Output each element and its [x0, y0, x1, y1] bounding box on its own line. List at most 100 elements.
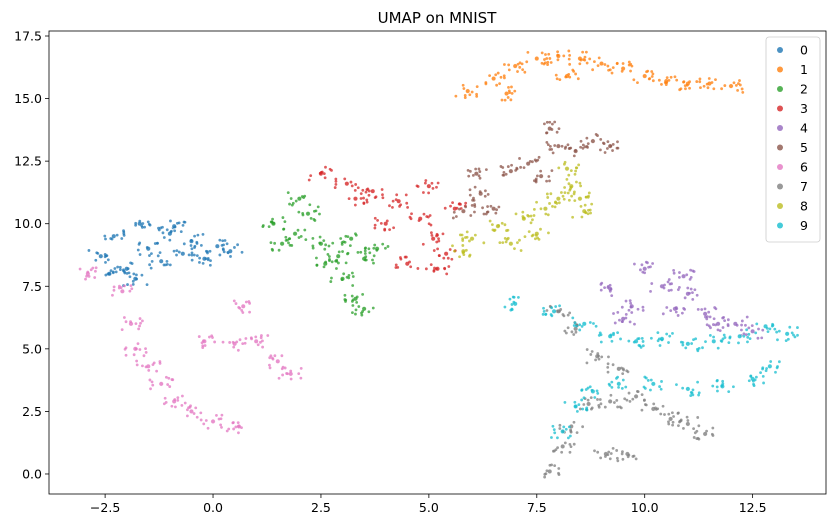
series-1-point	[651, 72, 655, 76]
series-0-point	[106, 272, 110, 276]
series-9-point	[657, 337, 661, 341]
series-5-point	[468, 188, 472, 192]
series-3-point	[388, 228, 392, 232]
series-8-point	[534, 233, 538, 237]
series-1-point	[556, 50, 560, 54]
series-1-point	[506, 96, 510, 99]
series-4-point	[745, 315, 749, 319]
series-8-point	[464, 236, 467, 239]
series-9-point	[766, 330, 770, 333]
series-2-point	[368, 251, 372, 255]
series-9-point	[716, 346, 720, 350]
series-0-point	[104, 273, 108, 277]
series-9-point	[560, 429, 566, 434]
series-1-point	[475, 92, 478, 96]
series-9-point	[692, 338, 695, 342]
series-1-point	[500, 98, 504, 102]
series-1-point	[632, 78, 636, 82]
series-6-point	[261, 345, 264, 349]
series-6-point	[220, 413, 224, 417]
series-1-point	[664, 83, 668, 86]
series-9-point	[711, 338, 717, 344]
series-6-point	[289, 369, 293, 373]
series-3-point	[361, 188, 365, 192]
series-4-point	[647, 265, 650, 269]
series-6-point	[138, 324, 141, 328]
series-6-point	[299, 367, 303, 370]
series-3-point	[359, 197, 363, 200]
series-1-point	[465, 88, 471, 94]
legend-marker	[777, 203, 783, 209]
series-9-point	[649, 388, 652, 392]
series-3-point	[426, 183, 432, 189]
series-3-point	[356, 186, 360, 190]
series-4-point	[689, 268, 692, 272]
series-4-point	[678, 271, 681, 274]
series-6-point	[289, 377, 293, 381]
series-6-point	[234, 302, 238, 305]
series-6-point	[129, 284, 133, 287]
series-0-point	[158, 251, 162, 254]
series-4-point	[674, 310, 678, 314]
series-4-point	[641, 309, 645, 312]
series-6-point	[283, 366, 287, 370]
series-1-point	[737, 82, 740, 85]
series-4-point	[642, 266, 648, 272]
legend-box	[765, 36, 821, 243]
series-9-point	[619, 337, 622, 341]
series-5-point	[581, 143, 585, 147]
series-7-point	[586, 401, 591, 407]
series-6-point	[215, 414, 218, 417]
series-8-point	[563, 191, 567, 195]
series-2-point	[351, 298, 355, 302]
series-4-point	[676, 288, 680, 292]
series-3-point	[435, 185, 438, 189]
series-6-point	[213, 340, 217, 344]
series-9-point	[564, 427, 568, 431]
series-6-point	[120, 288, 125, 294]
series-7-point	[545, 469, 549, 473]
series-2-point	[364, 255, 368, 259]
series-7-point	[626, 370, 630, 374]
series-7-point	[633, 394, 639, 399]
series-8-point	[589, 211, 592, 215]
series-2-point	[360, 313, 364, 317]
series-9-point	[660, 338, 664, 342]
series-4-point	[638, 268, 642, 272]
series-5-point	[550, 147, 554, 151]
series-6-point	[85, 274, 88, 278]
series-2-point	[277, 248, 281, 252]
series-2-point	[297, 210, 301, 214]
series-7-point	[564, 331, 568, 335]
series-7-point	[582, 403, 586, 406]
series-9-point	[585, 408, 589, 412]
series-6-point	[240, 426, 243, 430]
series-5-point	[478, 170, 482, 173]
series-0-point	[182, 242, 186, 246]
series-1-point	[574, 72, 578, 76]
series-8-point	[539, 227, 542, 231]
series-8-point	[569, 185, 573, 189]
series-2-point	[359, 250, 363, 254]
series-0-point	[190, 247, 194, 251]
series-7-point	[558, 423, 562, 427]
series-8-point	[556, 196, 561, 202]
series-2-point	[288, 202, 291, 206]
series-8-point	[460, 233, 464, 237]
series-4-point	[621, 320, 624, 323]
series-7-point	[620, 452, 624, 456]
series-1-point	[518, 65, 522, 69]
series-2-point	[308, 203, 312, 207]
series-3-point	[405, 201, 409, 205]
series-8-point	[531, 218, 534, 222]
series-6-point	[84, 277, 87, 281]
series-4-point	[750, 328, 755, 334]
series-3-point	[373, 216, 377, 220]
series-6-point	[124, 346, 128, 350]
series-6-point	[112, 288, 116, 292]
series-1-point	[534, 56, 540, 61]
series-7-point	[609, 393, 613, 397]
series-2-point	[350, 271, 354, 275]
series-3-point	[430, 231, 433, 235]
